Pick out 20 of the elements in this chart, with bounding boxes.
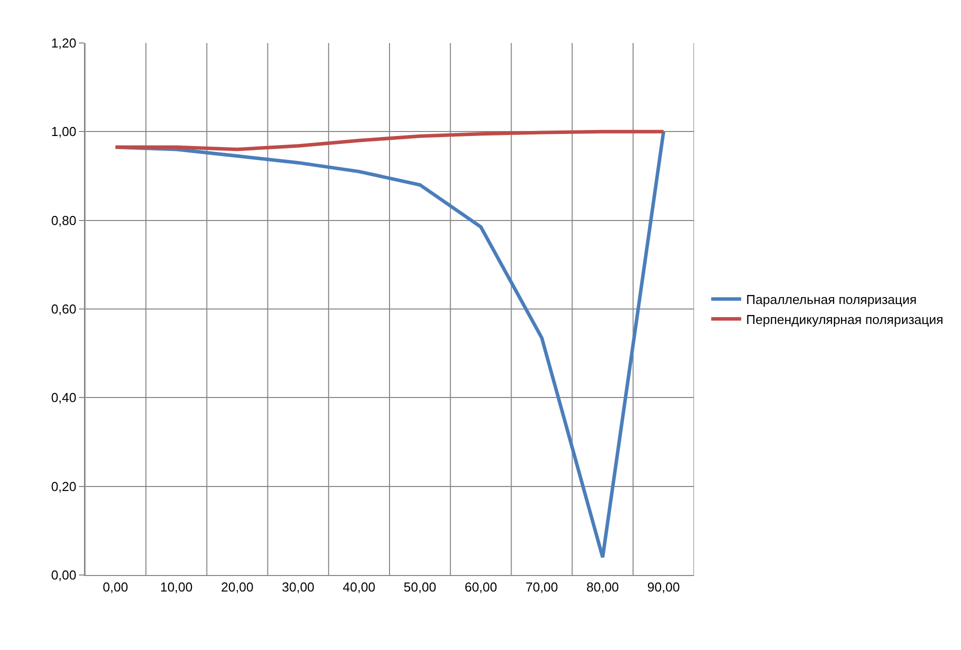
x-tick-label: 30,00 xyxy=(282,580,314,595)
x-tick-label: 90,00 xyxy=(647,580,680,595)
x-tick-label: 70,00 xyxy=(525,580,558,595)
legend-label: Перпендикулярная поляризация xyxy=(746,312,944,327)
x-tick-label: 0,00 xyxy=(102,580,128,595)
line-series xyxy=(114,130,666,152)
y-tick-label: 0,40 xyxy=(51,390,76,406)
y-tick-label: 0,60 xyxy=(51,302,76,317)
y-tick-label: 0,80 xyxy=(51,212,76,228)
y-tick-label: 0,20 xyxy=(51,478,76,494)
y-tick-label: 0,00 xyxy=(51,568,76,583)
x-tick-label: 20,00 xyxy=(220,580,254,595)
x-tick-label: 80,00 xyxy=(586,580,619,595)
y-tick-label: 1,20 xyxy=(51,36,76,51)
x-tick-label: 10,00 xyxy=(160,580,193,595)
x-tick-label: 40,00 xyxy=(342,580,376,595)
legend-label: Параллельная поляризация xyxy=(746,292,917,308)
y-tick-label: 1,00 xyxy=(51,124,76,140)
x-tick-label: 60,00 xyxy=(464,580,498,595)
x-tick-label: 50,00 xyxy=(404,580,436,595)
